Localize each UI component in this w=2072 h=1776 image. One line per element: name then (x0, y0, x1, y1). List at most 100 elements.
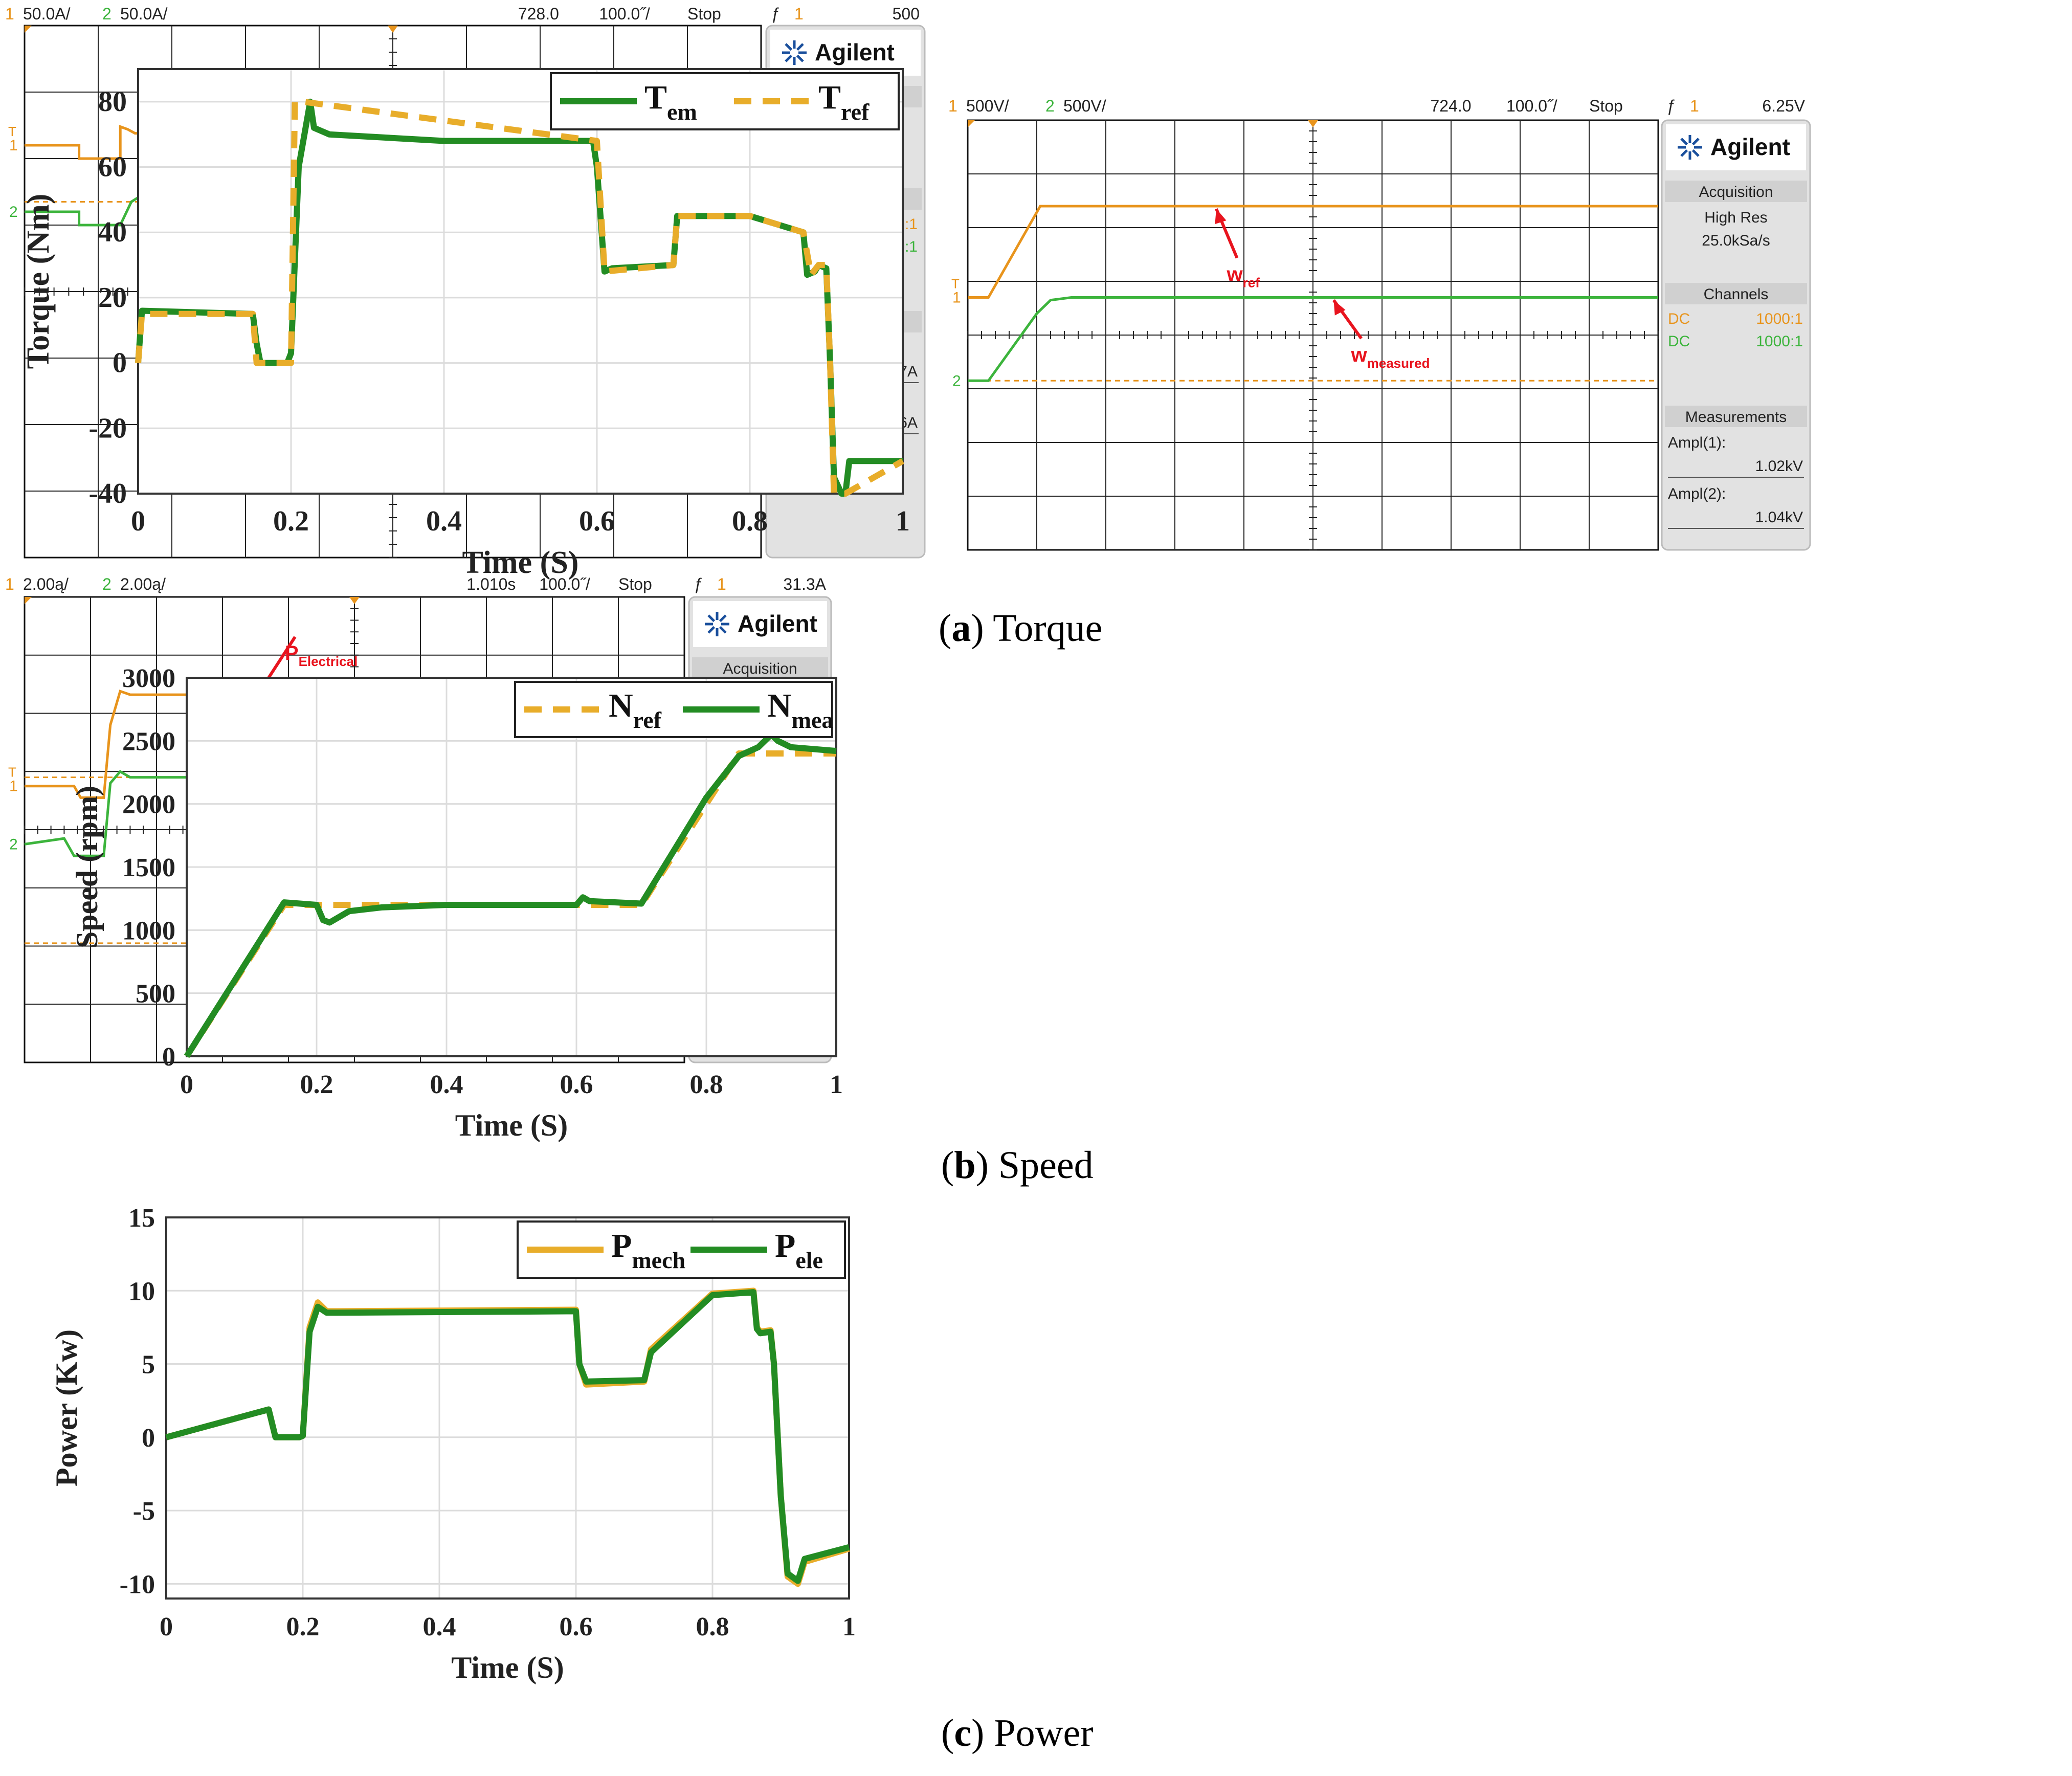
trigger-position-marker (1308, 120, 1318, 127)
y-tick-label: -20 (88, 412, 127, 444)
ch1-coupling: DC (1668, 310, 1690, 327)
x-tick-label: 1 (896, 505, 910, 537)
ch1-header-index: 1 (5, 5, 14, 23)
x-tick-label: 0 (160, 1612, 173, 1641)
x-tick-label: 0.8 (690, 1070, 723, 1099)
time-per-div: 100.0˝/ (539, 575, 590, 593)
trigger-position-marker (388, 26, 398, 33)
ch1-scale: 500V/ (966, 97, 1009, 115)
caption-power: (c) Power (941, 1712, 1094, 1755)
x-tick-label: 0.6 (560, 1612, 593, 1641)
legend-label: Pmech (611, 1227, 685, 1273)
x-tick-label: 0.2 (286, 1612, 320, 1641)
y-axis-label: Power (Kw) (50, 1329, 83, 1486)
trigger-channel: 1 (1690, 97, 1699, 115)
brand-name: Agilent (815, 39, 895, 65)
ch1-ground-marker: 1 (952, 290, 961, 306)
plot-frame (137, 68, 904, 495)
run-state: Stop (687, 5, 721, 23)
x-tick-label: 0 (131, 505, 145, 537)
y-tick-label: 1000 (122, 916, 175, 945)
x-axis-label: Time (S) (455, 1108, 568, 1142)
timebase-position: 728.0 (518, 5, 559, 23)
agilent-spark-icon (707, 626, 716, 634)
agilent-spark-icon (719, 626, 727, 634)
y-tick-label: -40 (88, 478, 127, 509)
agilent-spark-icon (707, 614, 716, 623)
power-sim-chart: 0 0.2 0.4 0.6 0.8 1 -10 -5 0 5 10 15 Pmech Pele Time (… (50, 1204, 856, 1684)
time-per-div: 100.0˝/ (1506, 97, 1557, 115)
ch1-header-index: 1 (948, 97, 957, 115)
agilent-spark-icon (785, 43, 793, 51)
trigger-slope-icon: ƒ (694, 575, 703, 593)
ch1-header-index: 1 (5, 575, 14, 593)
legend-label: Nref (609, 687, 662, 733)
timebase-position: 1.010s (466, 575, 516, 593)
x-axis-label: Time (S) (451, 1651, 564, 1684)
annotation-label: wref (1227, 263, 1260, 290)
plot-area (166, 1217, 849, 1599)
speed-sim-chart: 0 0.2 0.4 0.6 0.8 1 0 500 1000 1500 2000 2500 3000 Nr… (70, 665, 843, 1142)
annotation-arrowhead (1333, 300, 1346, 316)
y-tick-label: 20 (98, 282, 127, 314)
y-tick-label: 60 (98, 151, 127, 183)
plot-frame (186, 677, 837, 1057)
brand-name: Agilent (738, 610, 817, 637)
x-tick-label: 0.2 (273, 505, 309, 537)
x-tick-label: 0.8 (696, 1612, 729, 1641)
x-tick-label: 0.6 (560, 1070, 593, 1099)
x-tick-label: 0.2 (300, 1070, 333, 1099)
trigger-channel: 1 (717, 575, 726, 593)
trigger-marker: T (8, 124, 16, 139)
panel-section-header: Acquisition (723, 660, 797, 677)
side-panel (1661, 119, 1811, 551)
agilent-spark-icon (796, 43, 804, 51)
y-tick-label: 10 (128, 1277, 155, 1306)
annotation-label: wmeasured (1351, 344, 1430, 371)
plot-frame (165, 1216, 850, 1600)
annotation-arrowhead (1215, 209, 1227, 225)
x-tick-label: 0.4 (426, 505, 462, 537)
trigger-level: 500 (893, 5, 920, 23)
panel-section-bar (1665, 283, 1807, 304)
ch1-scale: 2.00ą/ (23, 575, 69, 593)
trigger-marker: T (951, 276, 960, 292)
measurement-1-label: Ampl(1): (1668, 434, 1726, 451)
trigger-level: 31.3A (783, 575, 826, 593)
caption-label: Power (994, 1712, 1094, 1755)
panel-section-bar (692, 657, 828, 679)
ch2-probe-ratio: 1000:1 (1756, 333, 1803, 350)
x-axis-label: Time (S) (462, 545, 579, 580)
panel-section-bar (1665, 181, 1807, 202)
caption-letter: b (954, 1144, 976, 1187)
series-line-t-ref (135, 98, 904, 497)
acquisition-mode: High Res (1704, 209, 1767, 226)
ch2-coupling: DC (1668, 333, 1690, 350)
ch1-trace (968, 205, 1658, 299)
y-tick-label: 3000 (122, 665, 175, 693)
ch1-ground-marker: 1 (9, 778, 18, 795)
y-tick-label: 80 (98, 86, 127, 118)
x-tick-label: 1 (842, 1612, 856, 1641)
ch2-scale: 50.0A/ (120, 5, 168, 23)
brand-box (1666, 124, 1806, 170)
y-tick-label: -5 (133, 1497, 155, 1526)
agilent-spark-icon (719, 614, 727, 623)
caption-speed: (b) Speed (941, 1144, 1094, 1187)
agilent-spark-icon (796, 54, 804, 62)
caption-label: Speed (998, 1144, 1094, 1187)
y-tick-label: -10 (120, 1570, 155, 1599)
y-tick-label: 15 (128, 1204, 155, 1233)
ch2-ground-marker: 2 (9, 204, 18, 220)
caption-letter: c (954, 1712, 972, 1755)
ch1-probe-ratio: 1000:1 (1756, 310, 1803, 327)
ch2-scale: 500V/ (1063, 97, 1106, 115)
delay-marker (25, 26, 32, 33)
y-axis-label: Torque (Nm) (21, 194, 56, 369)
x-tick-label: 0.8 (732, 505, 768, 537)
x-tick-label: 0 (180, 1070, 193, 1099)
trigger-slope-icon: ƒ (771, 5, 781, 23)
y-axis-label: Speed (rpm) (70, 786, 104, 948)
series-line-p-ele (165, 1289, 850, 1584)
caption-letter: a (951, 607, 971, 650)
